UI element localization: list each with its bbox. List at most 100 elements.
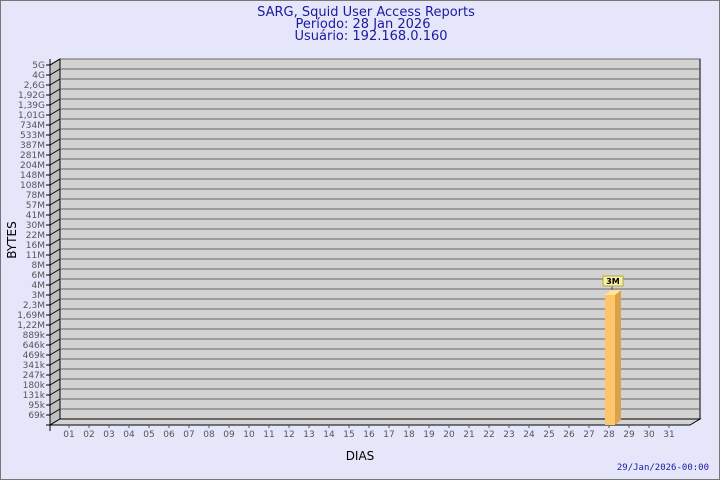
y-axis-label: BYTES [5, 221, 19, 258]
x-tick-label: 28 [603, 430, 615, 440]
y-grid-diag [49, 88, 61, 96]
x-tick-label: 06 [163, 430, 175, 440]
y-tick-label: 41M [26, 211, 45, 221]
y-grid-diag [49, 398, 61, 406]
y-grid-diag [49, 338, 61, 346]
x-tick-label: 01 [63, 430, 74, 440]
y-tick-label: 22M [26, 231, 45, 241]
y-tick-label: 1,22M [17, 321, 45, 331]
y-tick-label: 11M [26, 251, 45, 261]
x-tick-label: 02 [83, 430, 94, 440]
x-tick-label: 17 [383, 430, 394, 440]
y-tick-label: 4G [32, 71, 45, 81]
y-grid-diag [49, 368, 61, 376]
y-tick-label: 281M [20, 151, 45, 161]
y-grid-diag [49, 288, 61, 296]
x-tick-label: 16 [363, 430, 375, 440]
y-tick-label: 341k [23, 361, 46, 371]
y-grid-diag [49, 248, 61, 256]
y-tick-label: 2,6G [24, 81, 45, 91]
y-grid-diag [49, 308, 61, 316]
y-tick-label: 1,69M [17, 311, 45, 321]
y-grid-diag [49, 188, 61, 196]
y-grid-diag [49, 68, 61, 76]
y-grid-diag [49, 278, 61, 286]
y-tick-label: 6M [32, 271, 46, 281]
x-tick-label: 14 [323, 430, 335, 440]
bar-top [605, 290, 621, 295]
x-tick-label: 07 [183, 430, 194, 440]
y-grid-diag [49, 238, 61, 246]
bar-value-label: 3M [606, 277, 620, 286]
y-tick-label: 889k [23, 331, 46, 341]
x-tick-label: 26 [563, 430, 575, 440]
y-tick-label: 387M [20, 141, 45, 151]
y-tick-label: 30M [26, 221, 45, 231]
y-tick-label: 646k [23, 341, 46, 351]
y-tick-label: 8M [32, 261, 46, 271]
x-tick-label: 20 [443, 430, 455, 440]
y-tick-label: 3M [32, 291, 46, 301]
y-tick-label: 180k [23, 381, 46, 391]
chart-period: Período: 28 Jan 2026 [296, 17, 431, 32]
y-tick-label: 131k [23, 391, 46, 401]
x-tick-label: 29 [623, 430, 635, 440]
y-grid-diag [49, 218, 61, 226]
x-tick-label: 11 [263, 430, 274, 440]
y-grid-diag [49, 378, 61, 386]
x-axis-label: DIAS [346, 449, 375, 463]
x-tick-label: 05 [143, 430, 154, 440]
y-tick-label: 247k [23, 371, 46, 381]
y-tick-label: 57M [26, 201, 45, 211]
y-grid-diag [49, 318, 61, 326]
y-tick-label: 533M [20, 131, 45, 141]
y-grid-diag [49, 58, 61, 66]
y-grid-diag [49, 228, 61, 236]
y-grid-diag [49, 198, 61, 206]
y-tick-label: 1,92G [18, 91, 45, 101]
y-grid-diag [49, 408, 61, 416]
y-grid-diag [49, 148, 61, 156]
chart-title: SARG, Squid User Access Reports [257, 5, 475, 20]
y-grid-diag [49, 98, 61, 106]
x-tick-label: 15 [343, 430, 354, 440]
footer-date: 29/Jan/2026-00:00 [617, 463, 709, 473]
y-grid-diag [49, 168, 61, 176]
x-tick-label: 25 [543, 430, 554, 440]
bar-side [615, 290, 621, 425]
plot-floor [48, 418, 702, 426]
y-tick-label: 734M [20, 121, 45, 131]
y-grid-diag [49, 348, 61, 356]
y-tick-label: 95k [28, 401, 45, 411]
y-tick-label: 1,01G [18, 111, 45, 121]
y-tick-label: 69k [28, 411, 45, 421]
x-tick-label: 09 [223, 430, 235, 440]
x-tick-label: 04 [123, 430, 135, 440]
x-tick-label: 23 [503, 430, 514, 440]
y-grid-diag [49, 268, 61, 276]
bar-label-box [602, 275, 624, 287]
x-tick-label: 12 [283, 430, 294, 440]
y-tick-label: 2,3M [23, 301, 45, 311]
x-tick-label: 08 [203, 430, 215, 440]
y-grid-diag [49, 158, 61, 166]
y-tick-label: 204M [20, 161, 45, 171]
y-grid-diag [49, 328, 61, 336]
x-tick-label: 03 [103, 430, 114, 440]
x-tick-label: 18 [403, 430, 415, 440]
y-grid-diag [49, 138, 61, 146]
y-grid-diag [49, 358, 61, 366]
x-tick-label: 13 [303, 430, 314, 440]
x-tick-label: 21 [463, 430, 474, 440]
y-tick-label: 148M [20, 171, 45, 181]
bar-front [605, 295, 615, 425]
x-tick-label: 30 [643, 430, 655, 440]
y-grid-diag [49, 178, 61, 186]
y-tick-label: 469k [23, 351, 46, 361]
x-tick-label: 27 [583, 430, 594, 440]
x-tick-label: 24 [523, 430, 535, 440]
y-grid-diag [49, 258, 61, 266]
y-tick-label: 78M [26, 191, 45, 201]
y-grid-diag [49, 78, 61, 86]
